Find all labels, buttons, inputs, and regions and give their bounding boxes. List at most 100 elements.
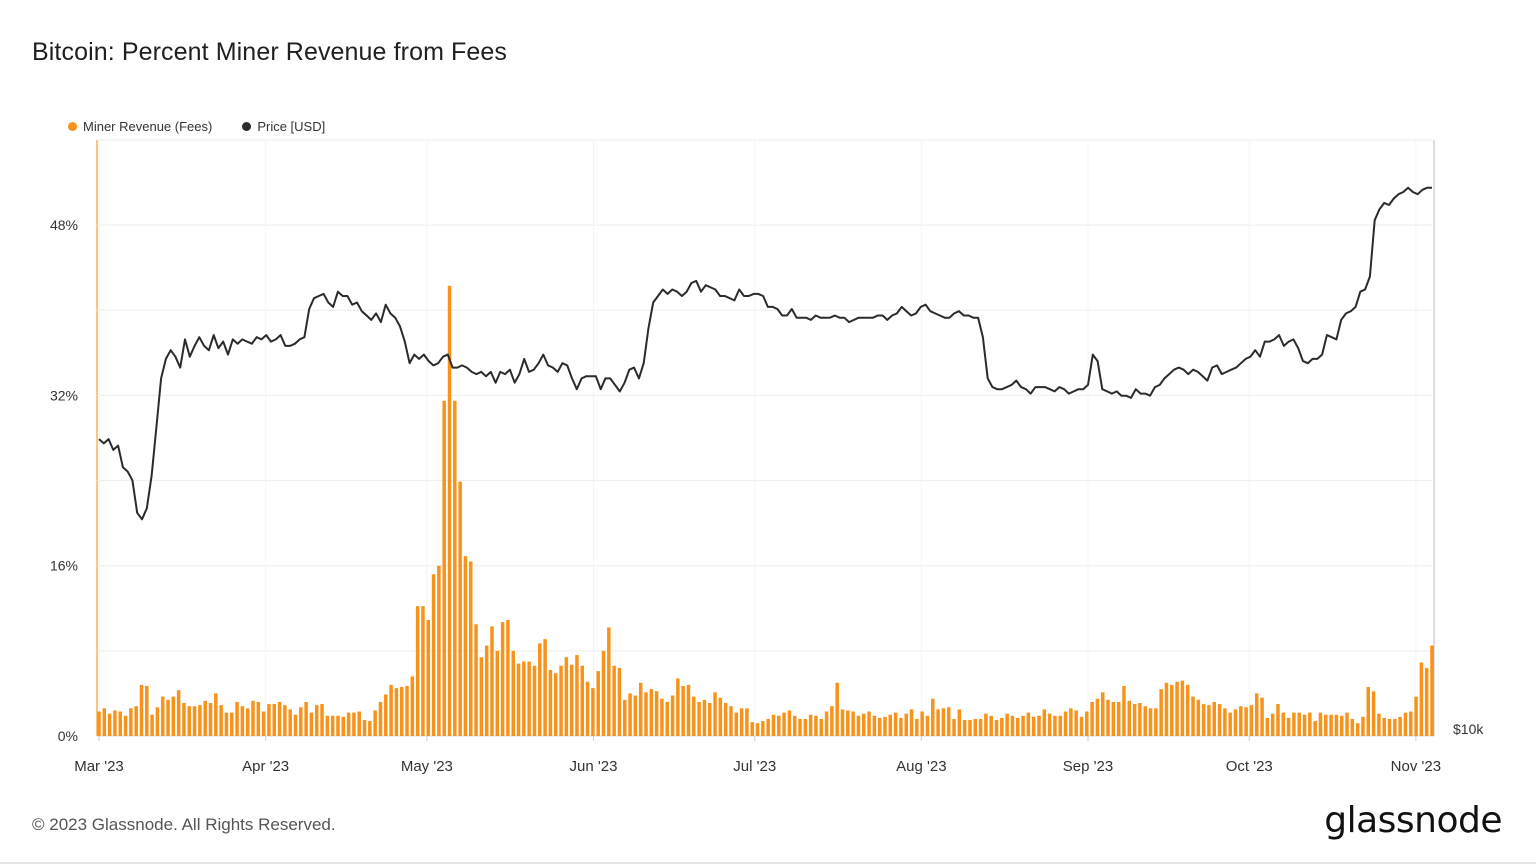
fee-bar	[458, 481, 462, 736]
fee-bar	[394, 688, 399, 736]
fee-bar	[1286, 717, 1291, 736]
chart-canvas[interactable]: 0% 16% 32% 48% $10k Mar '23 Apr '23 May '23 Jun …	[0, 0, 1536, 800]
fee-bar	[1069, 708, 1073, 736]
fee-bar	[920, 711, 924, 736]
fee-bar	[203, 700, 207, 736]
fee-bar	[835, 682, 839, 736]
fee-bar	[771, 714, 776, 736]
fee-bar	[251, 700, 255, 736]
fee-bar	[654, 691, 659, 736]
fee-bar	[803, 718, 808, 736]
fee-bar	[171, 696, 176, 736]
fee-bar	[1021, 715, 1025, 736]
glassnode-logo: glassnode	[1324, 800, 1502, 841]
fee-bar	[946, 707, 951, 736]
fee-bar	[1185, 684, 1190, 736]
fee-bar	[978, 718, 983, 736]
fee-bar	[1339, 715, 1344, 736]
fee-bar	[665, 701, 669, 736]
fee-bar	[293, 714, 298, 736]
fee-bar	[952, 718, 956, 736]
fee-bar	[283, 705, 287, 736]
fee-bar	[1228, 712, 1232, 736]
fee-bar	[1207, 705, 1211, 736]
fee-bar	[469, 561, 473, 736]
fee-bar	[325, 715, 330, 736]
fee-bar	[192, 706, 197, 736]
fee-bar	[814, 715, 818, 736]
chart-title: Bitcoin: Percent Miner Revenue from Fees	[32, 38, 508, 66]
fee-bar	[1270, 713, 1275, 736]
fee-bar	[564, 657, 569, 736]
fee-bar	[373, 710, 377, 736]
fee-bar	[511, 650, 515, 736]
fee-bar	[596, 671, 600, 736]
fee-bar	[830, 706, 834, 736]
fee-bar	[1313, 721, 1317, 736]
fee-bar	[777, 715, 781, 736]
fee-bar	[612, 665, 616, 736]
fee-bar	[304, 701, 308, 736]
fee-bar	[697, 701, 701, 736]
fee-bar	[1414, 696, 1418, 736]
fee-bar	[245, 708, 250, 736]
fee-bar	[1324, 714, 1328, 736]
fee-bar	[113, 710, 117, 736]
fee-bar	[1424, 667, 1429, 736]
fee-bar	[585, 681, 590, 736]
fee-bar	[755, 723, 760, 736]
fee-bar	[1377, 713, 1381, 736]
fee-bar	[1031, 716, 1036, 736]
fee-bar	[1170, 684, 1174, 736]
fee-bar	[198, 705, 202, 736]
legend-dot-fees	[68, 122, 77, 131]
fee-bar	[1148, 708, 1153, 736]
fee-bar	[176, 690, 181, 736]
fee-bar	[97, 711, 101, 736]
fee-bar	[792, 715, 797, 736]
fee-bar	[1366, 687, 1371, 736]
x-tick-label: Apr '23	[242, 758, 289, 775]
fee-bar	[224, 712, 229, 736]
fee-bar	[134, 706, 138, 736]
fee-bar	[787, 710, 792, 736]
fee-bar	[378, 701, 383, 736]
fee-bar	[649, 689, 654, 736]
fee-bar	[840, 709, 845, 736]
fee-bar	[341, 716, 346, 736]
fee-bar	[1053, 715, 1057, 736]
fee-bar	[1090, 701, 1094, 736]
fee-bar	[208, 703, 213, 736]
fee-bar	[1106, 699, 1110, 736]
fee-bar	[723, 703, 728, 736]
fee-bar	[330, 715, 335, 736]
fee-bar	[527, 661, 531, 736]
y-tick-label: 32%	[50, 387, 78, 403]
fee-bar	[782, 712, 786, 736]
fee-bar	[580, 665, 585, 736]
fee-bar	[1233, 709, 1238, 736]
fee-bar	[314, 705, 319, 736]
fee-bar	[1026, 712, 1031, 736]
fee-bar	[1217, 704, 1222, 736]
fee-bar	[856, 715, 861, 736]
fee-bar	[846, 710, 850, 736]
fee-bar	[277, 701, 282, 736]
fee-bar	[1079, 716, 1084, 736]
legend-item-price[interactable]: Price [USD]	[242, 119, 325, 134]
x-tick-label: Aug '23	[896, 758, 946, 775]
legend-item-fees[interactable]: Miner Revenue (Fees)	[68, 119, 212, 134]
fee-bar	[1010, 715, 1015, 736]
fee-bar	[681, 685, 685, 736]
fee-bar	[362, 720, 367, 736]
fee-bar	[1276, 704, 1280, 736]
fee-bar	[256, 701, 261, 736]
fee-bar	[936, 709, 940, 736]
legend-dot-price	[242, 122, 252, 131]
fee-bar	[1355, 723, 1360, 736]
fee-bar	[968, 720, 972, 736]
fee-bar	[1350, 718, 1355, 736]
fee-bar	[1138, 703, 1142, 736]
fee-bar	[522, 661, 526, 736]
fee-bar	[713, 692, 717, 736]
